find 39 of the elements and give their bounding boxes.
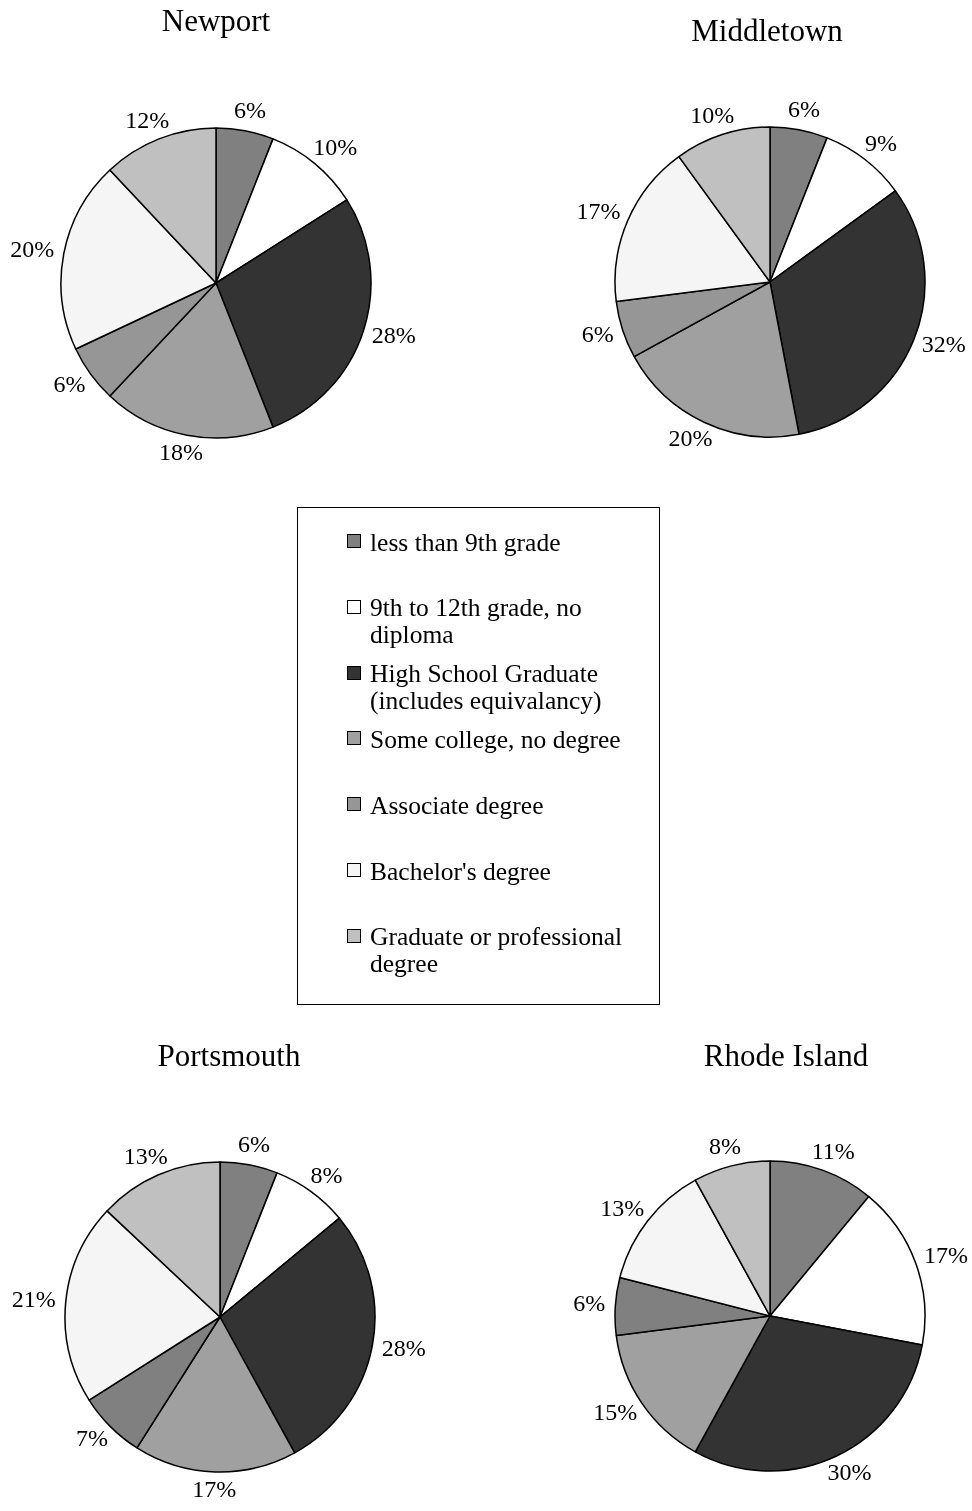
data-label: 10% bbox=[313, 134, 358, 161]
data-label: 9% bbox=[864, 129, 897, 156]
data-label: 8% bbox=[708, 1132, 741, 1159]
legend-label: 9th to 12th grade, no diploma bbox=[370, 593, 583, 650]
data-label: 8% bbox=[310, 1161, 343, 1188]
data-label: 13% bbox=[123, 1142, 168, 1169]
data-label: 28% bbox=[381, 1334, 426, 1361]
chart-title: Middletown bbox=[690, 13, 844, 49]
data-label: 6% bbox=[233, 97, 266, 124]
data-label: 11% bbox=[811, 1137, 855, 1164]
data-label: 17% bbox=[923, 1242, 968, 1269]
data-label: 32% bbox=[921, 331, 966, 358]
data-label: 12% bbox=[125, 106, 170, 133]
legend-label: Bachelor's degree bbox=[370, 856, 552, 886]
data-label: 28% bbox=[371, 322, 416, 349]
legend-label: High School Graduate (includes equivalancy) bbox=[370, 659, 603, 716]
data-label: 13% bbox=[600, 1194, 645, 1221]
legend-label: less than 9th grade bbox=[370, 527, 562, 557]
chart-title: Newport bbox=[160, 3, 272, 39]
data-label: 6% bbox=[787, 96, 820, 123]
data-label: 6% bbox=[53, 370, 86, 397]
data-label: 17% bbox=[192, 1476, 237, 1503]
data-label: 15% bbox=[593, 1399, 638, 1426]
legend-label: Graduate or professional degree bbox=[370, 922, 624, 979]
data-label: 18% bbox=[158, 439, 203, 466]
data-label: 6% bbox=[573, 1290, 606, 1317]
legend-label: Some college, no degree bbox=[370, 724, 622, 754]
data-label: 6% bbox=[581, 321, 614, 348]
data-label: 10% bbox=[690, 101, 735, 128]
legend-label: Associate degree bbox=[370, 790, 545, 820]
data-label: 7% bbox=[76, 1425, 109, 1452]
data-label: 30% bbox=[827, 1458, 872, 1485]
data-label: 20% bbox=[10, 235, 55, 262]
chart-title: Rhode Island bbox=[702, 1038, 870, 1074]
data-label: 6% bbox=[237, 1131, 270, 1158]
data-label: 17% bbox=[576, 198, 621, 225]
chart-title: Portsmouth bbox=[156, 1038, 302, 1074]
data-label: 20% bbox=[668, 424, 713, 451]
data-label: 21% bbox=[11, 1285, 56, 1312]
